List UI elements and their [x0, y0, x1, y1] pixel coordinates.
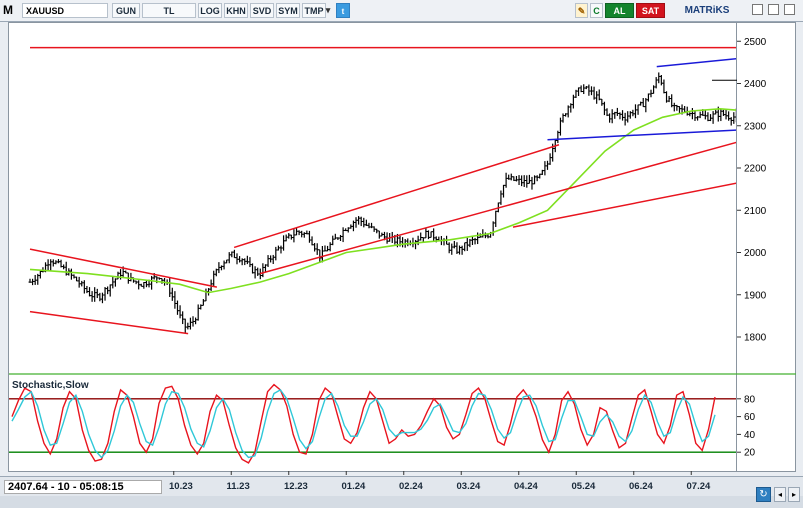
sell-button[interactable]: SAT	[636, 3, 665, 18]
symbol-field[interactable]: XAUUSD	[22, 3, 108, 18]
x-tick-label: 11.23	[226, 481, 250, 492]
y-tick-label: 2300	[744, 121, 767, 132]
y-tick-label: 1800	[744, 333, 767, 344]
moving-average-line	[29, 107, 736, 294]
y-tick-label: 2000	[744, 248, 767, 259]
toolbar: M XAUUSD GUN TL LOG KHN SVD SYM TMP ▾ t …	[0, 0, 803, 22]
bottom-strip: ↻ ◂ ▸	[0, 487, 803, 508]
axes-layer: 2500 2400 2300 2200 2100 2000 1900 1800 Stochast…	[9, 37, 796, 475]
moving-average-layer	[29, 107, 736, 294]
y-tick-label: 2200	[744, 164, 767, 175]
y-tick-label: 1900	[744, 290, 767, 301]
status-bar	[0, 476, 803, 496]
app-logo: M	[3, 3, 13, 17]
stochastic-k-line	[11, 383, 716, 464]
trendline-red	[29, 248, 218, 288]
trendline-red	[512, 182, 736, 228]
twitter-icon[interactable]: t	[336, 3, 350, 18]
button-gun[interactable]: GUN	[112, 3, 140, 18]
trendline-blue	[656, 57, 736, 68]
y-tick-label: 2100	[744, 206, 767, 217]
stochastic-title: Stochastic,Slow	[12, 380, 89, 391]
c-button[interactable]: C	[590, 3, 603, 18]
stoch-y-tick-label: 20	[744, 448, 756, 459]
last-price-time: 2407.64 - 10 - 05:08:15	[4, 480, 162, 494]
x-tick-label: 12.23	[284, 481, 308, 492]
x-tick-label: 02.24	[399, 481, 423, 492]
stochastic-d-line	[11, 388, 716, 459]
stoch-y-tick-label: 40	[744, 430, 756, 441]
buy-button[interactable]: AL	[605, 3, 634, 18]
trendlines-layer	[29, 46, 736, 335]
trendline-red	[233, 144, 560, 249]
brand-logo: MATRiKS	[684, 5, 730, 16]
x-tick-label: 06.24	[629, 481, 653, 492]
button-sym[interactable]: SYM	[276, 3, 300, 18]
button-tl[interactable]: TL	[142, 3, 196, 18]
scroll-left-icon[interactable]: ◂	[774, 487, 786, 502]
stoch-y-tick-label: 60	[744, 412, 756, 423]
trendline-red	[259, 141, 736, 275]
price-axis[interactable]	[737, 22, 796, 472]
x-tick-label: 01.24	[341, 481, 366, 492]
close-icon[interactable]	[784, 4, 795, 15]
button-log[interactable]: LOG	[198, 3, 222, 18]
scroll-right-icon[interactable]: ▸	[788, 487, 800, 502]
button-svd[interactable]: SVD	[250, 3, 274, 18]
y-tick-label: 2500	[744, 37, 767, 48]
stoch-y-tick-label: 80	[744, 394, 756, 405]
edit-icon[interactable]: ✎	[575, 3, 588, 18]
x-tick-label: 07.24	[686, 481, 711, 492]
trendline-red	[29, 310, 189, 335]
x-tick-label: 10.23	[169, 481, 193, 492]
x-tick-label: 03.24	[456, 481, 481, 492]
button-tmp[interactable]: TMP	[302, 3, 326, 18]
dropdown-arrow-icon[interactable]: ▾	[325, 5, 331, 15]
button-khn[interactable]: KHN	[224, 3, 248, 18]
restore-icon[interactable]	[768, 4, 779, 15]
x-tick-label: 05.24	[571, 481, 596, 492]
trendline-blue	[547, 129, 736, 141]
minimize-icon[interactable]	[752, 4, 763, 15]
y-tick-label: 2400	[744, 79, 767, 90]
x-tick-label: 04.24	[514, 481, 538, 492]
refresh-icon[interactable]: ↻	[756, 487, 771, 502]
stochastic-layer	[9, 383, 736, 464]
